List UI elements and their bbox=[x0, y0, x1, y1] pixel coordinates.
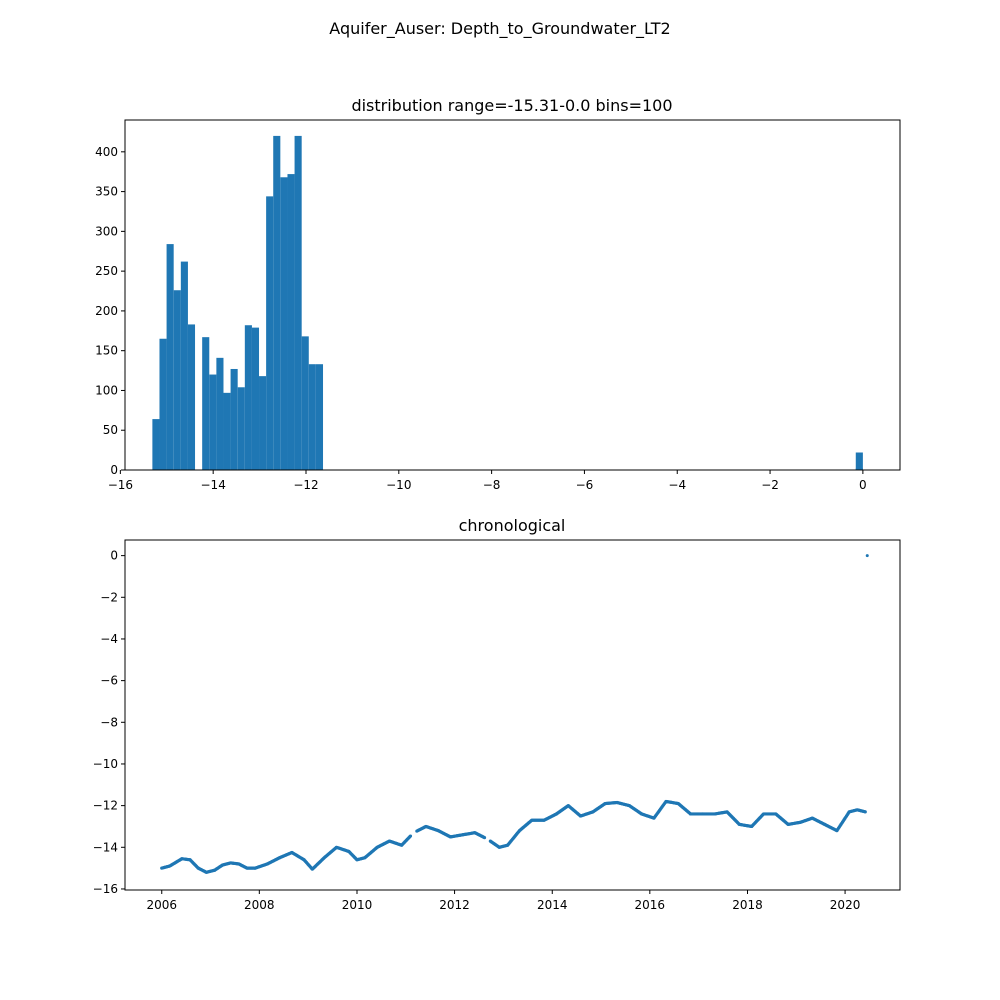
histogram-bar bbox=[287, 174, 295, 470]
histogram-bar bbox=[180, 261, 188, 470]
histogram-bar bbox=[855, 468, 863, 470]
histogram-bar bbox=[230, 368, 238, 470]
chronological-x-ticks: 2006 2008 2010 2012 2014 2016 2018 2020 bbox=[146, 890, 860, 912]
histogram-bar bbox=[202, 337, 210, 470]
chronological-point bbox=[482, 835, 487, 840]
chronological-x-tick-label: 2014 bbox=[537, 898, 568, 912]
histogram-bar bbox=[159, 338, 167, 470]
histogram-bar bbox=[223, 392, 231, 470]
histogram-bar bbox=[166, 244, 174, 470]
chronological-y-tick-label: −2 bbox=[100, 590, 118, 604]
histogram-bar bbox=[301, 336, 309, 470]
histogram-bar bbox=[237, 387, 245, 470]
chronological-axes-frame bbox=[124, 539, 901, 891]
histogram-bar bbox=[259, 376, 267, 470]
histogram-bar bbox=[152, 419, 160, 470]
chronological-point bbox=[408, 834, 413, 838]
histogram-x-tick-label: −4 bbox=[668, 478, 686, 492]
histogram-y-tick-label: 200 bbox=[95, 304, 118, 318]
histogram-bar bbox=[216, 357, 224, 470]
chronological-y-tick-label: 0 bbox=[110, 549, 118, 563]
chronological-x-tick-label: 2010 bbox=[342, 898, 373, 912]
figure-suptitle: Aquifer_Auser: Depth_to_Groundwater_LT2 bbox=[329, 19, 670, 39]
histogram-y-tick-label: 400 bbox=[95, 145, 118, 159]
histogram-bars bbox=[152, 135, 863, 471]
chronological-x-tick-label: 2012 bbox=[439, 898, 470, 912]
histogram-title: distribution range=-15.31-0.0 bins=100 bbox=[351, 96, 672, 115]
histogram-y-tick-label: 100 bbox=[95, 383, 118, 397]
chronological-x-tick-label: 2018 bbox=[732, 898, 763, 912]
histogram-bar bbox=[244, 325, 252, 470]
histogram-bar bbox=[855, 452, 863, 470]
histogram-bar bbox=[187, 324, 196, 470]
chronological-panel: chronological 2006 2008 2010 2012 2014 2016 20… bbox=[93, 516, 901, 912]
histogram-bar bbox=[173, 290, 181, 470]
histogram-axes-frame bbox=[124, 119, 901, 471]
chronological-point bbox=[865, 554, 869, 558]
histogram-bar bbox=[280, 177, 288, 471]
histogram-y-tick-label: 0 bbox=[110, 463, 118, 477]
chronological-x-tick-label: 2008 bbox=[244, 898, 275, 912]
histogram-bar bbox=[315, 364, 324, 470]
chronological-y-tick-label: −12 bbox=[93, 799, 118, 813]
chronological-points bbox=[160, 554, 869, 874]
chronological-x-tick-label: 2020 bbox=[830, 898, 861, 912]
histogram-x-tick-label: −6 bbox=[576, 478, 594, 492]
histogram-x-tick-label: −14 bbox=[201, 478, 226, 492]
histogram-bar bbox=[294, 135, 302, 470]
histogram-x-tick-label: −8 bbox=[483, 478, 501, 492]
histogram-y-tick-label: 50 bbox=[103, 423, 118, 437]
chronological-x-tick-label: 2006 bbox=[146, 898, 177, 912]
histogram-y-tick-label: 150 bbox=[95, 344, 118, 358]
histogram-y-tick-label: 300 bbox=[95, 224, 118, 238]
histogram-x-tick-label: −10 bbox=[386, 478, 411, 492]
histogram-y-tick-label: 350 bbox=[95, 185, 118, 199]
chronological-y-tick-label: −8 bbox=[100, 715, 118, 729]
histogram-bar bbox=[273, 135, 281, 470]
chronological-y-tick-label: −14 bbox=[93, 840, 118, 854]
histogram-x-tick-label: −12 bbox=[293, 478, 318, 492]
histogram-x-tick-label: −2 bbox=[761, 478, 779, 492]
histogram-panel: distribution range=-15.31-0.0 bins=100 −… bbox=[95, 96, 901, 492]
chronological-y-tick-label: −6 bbox=[100, 674, 118, 688]
chronological-y-tick-label: −10 bbox=[93, 757, 118, 771]
chronological-y-tick-label: −4 bbox=[100, 632, 118, 646]
chronological-point bbox=[863, 810, 867, 814]
histogram-x-ticks: −16 −14 −12 −10 −8 −6 −4 −2 0 bbox=[108, 470, 867, 492]
chronological-x-tick-label: 2016 bbox=[635, 898, 666, 912]
histogram-y-tick-label: 250 bbox=[95, 264, 118, 278]
histogram-bar bbox=[266, 196, 274, 470]
histogram-x-tick-label: 0 bbox=[859, 478, 867, 492]
chronological-y-ticks: −16 −14 −12 −10 −8 −6 −4 −2 0 bbox=[93, 549, 125, 896]
histogram-y-ticks: 0 50 100 150 200 250 300 350 400 bbox=[95, 145, 125, 477]
histogram-bar bbox=[209, 374, 217, 470]
histogram-bar bbox=[251, 327, 260, 470]
histogram-bar bbox=[308, 364, 316, 470]
histogram-x-tick-label: −16 bbox=[108, 478, 133, 492]
chronological-title: chronological bbox=[459, 516, 566, 535]
chronological-y-tick-label: −16 bbox=[93, 882, 118, 896]
